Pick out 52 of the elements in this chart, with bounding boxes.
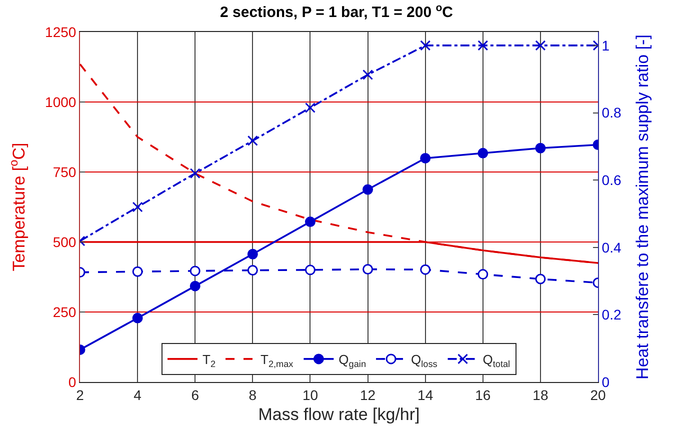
point xyxy=(132,202,143,212)
point xyxy=(132,266,143,277)
point xyxy=(478,40,488,51)
point xyxy=(420,264,431,275)
y2-tick-label: 1 xyxy=(602,37,610,54)
point xyxy=(132,312,143,324)
x-tick-label: 18 xyxy=(532,386,548,403)
point xyxy=(478,269,488,280)
legend-label: Q$_{loss}$ xyxy=(411,352,438,369)
x-tick-label: 16 xyxy=(475,386,491,403)
x-tick-label: 4 xyxy=(134,386,142,403)
point xyxy=(362,264,374,275)
x-tick-label: 2 xyxy=(76,386,84,403)
chart-title: 2 sections, P = 1 bar, T1 = 200 $^{o}$C xyxy=(220,2,454,22)
x-tick-label: 12 xyxy=(360,386,376,403)
point xyxy=(304,102,316,113)
point xyxy=(362,184,374,195)
legend-label: Q$_{total}$ xyxy=(482,352,510,369)
y-tick-label: 1250 xyxy=(45,24,76,40)
point xyxy=(420,152,431,164)
y2-tick-label: 0.8 xyxy=(602,104,622,121)
point xyxy=(247,248,258,260)
point xyxy=(190,168,200,179)
y2-tick-label: 0.6 xyxy=(602,172,622,188)
legend-label: T$_{2,max}$ xyxy=(260,352,294,369)
x-tick-label: 8 xyxy=(248,386,257,403)
y-tick-label: 1000 xyxy=(45,94,76,110)
point xyxy=(535,274,546,284)
point xyxy=(535,142,546,154)
point xyxy=(247,265,258,276)
y-tick-label: 750 xyxy=(52,164,76,180)
point xyxy=(362,69,374,80)
y2-tick-label: 0.2 xyxy=(602,306,622,323)
x-axis-title: Mass flow rate [kg/hr] xyxy=(258,405,420,424)
y-tick-label: 0 xyxy=(68,374,76,390)
point xyxy=(304,264,316,276)
legend-label: Q$_{gain}$ xyxy=(338,352,366,369)
point xyxy=(420,40,431,51)
point xyxy=(304,216,316,228)
point xyxy=(247,135,258,146)
point xyxy=(478,148,488,158)
y-tick-label: 500 xyxy=(52,234,76,250)
point xyxy=(535,40,546,51)
y-tick-label: 250 xyxy=(52,304,76,320)
y2-tick-label: 0.4 xyxy=(602,239,622,256)
legend-label: T$_{2}$ xyxy=(202,352,216,369)
point xyxy=(190,266,200,276)
x-tick-label: 6 xyxy=(191,386,200,403)
x-tick-label: 14 xyxy=(418,386,434,403)
y2-axis-title: Heat transfere to the maximum supply ratio [-] xyxy=(632,34,652,380)
point xyxy=(190,280,200,292)
x-tick-label: 10 xyxy=(302,386,318,403)
